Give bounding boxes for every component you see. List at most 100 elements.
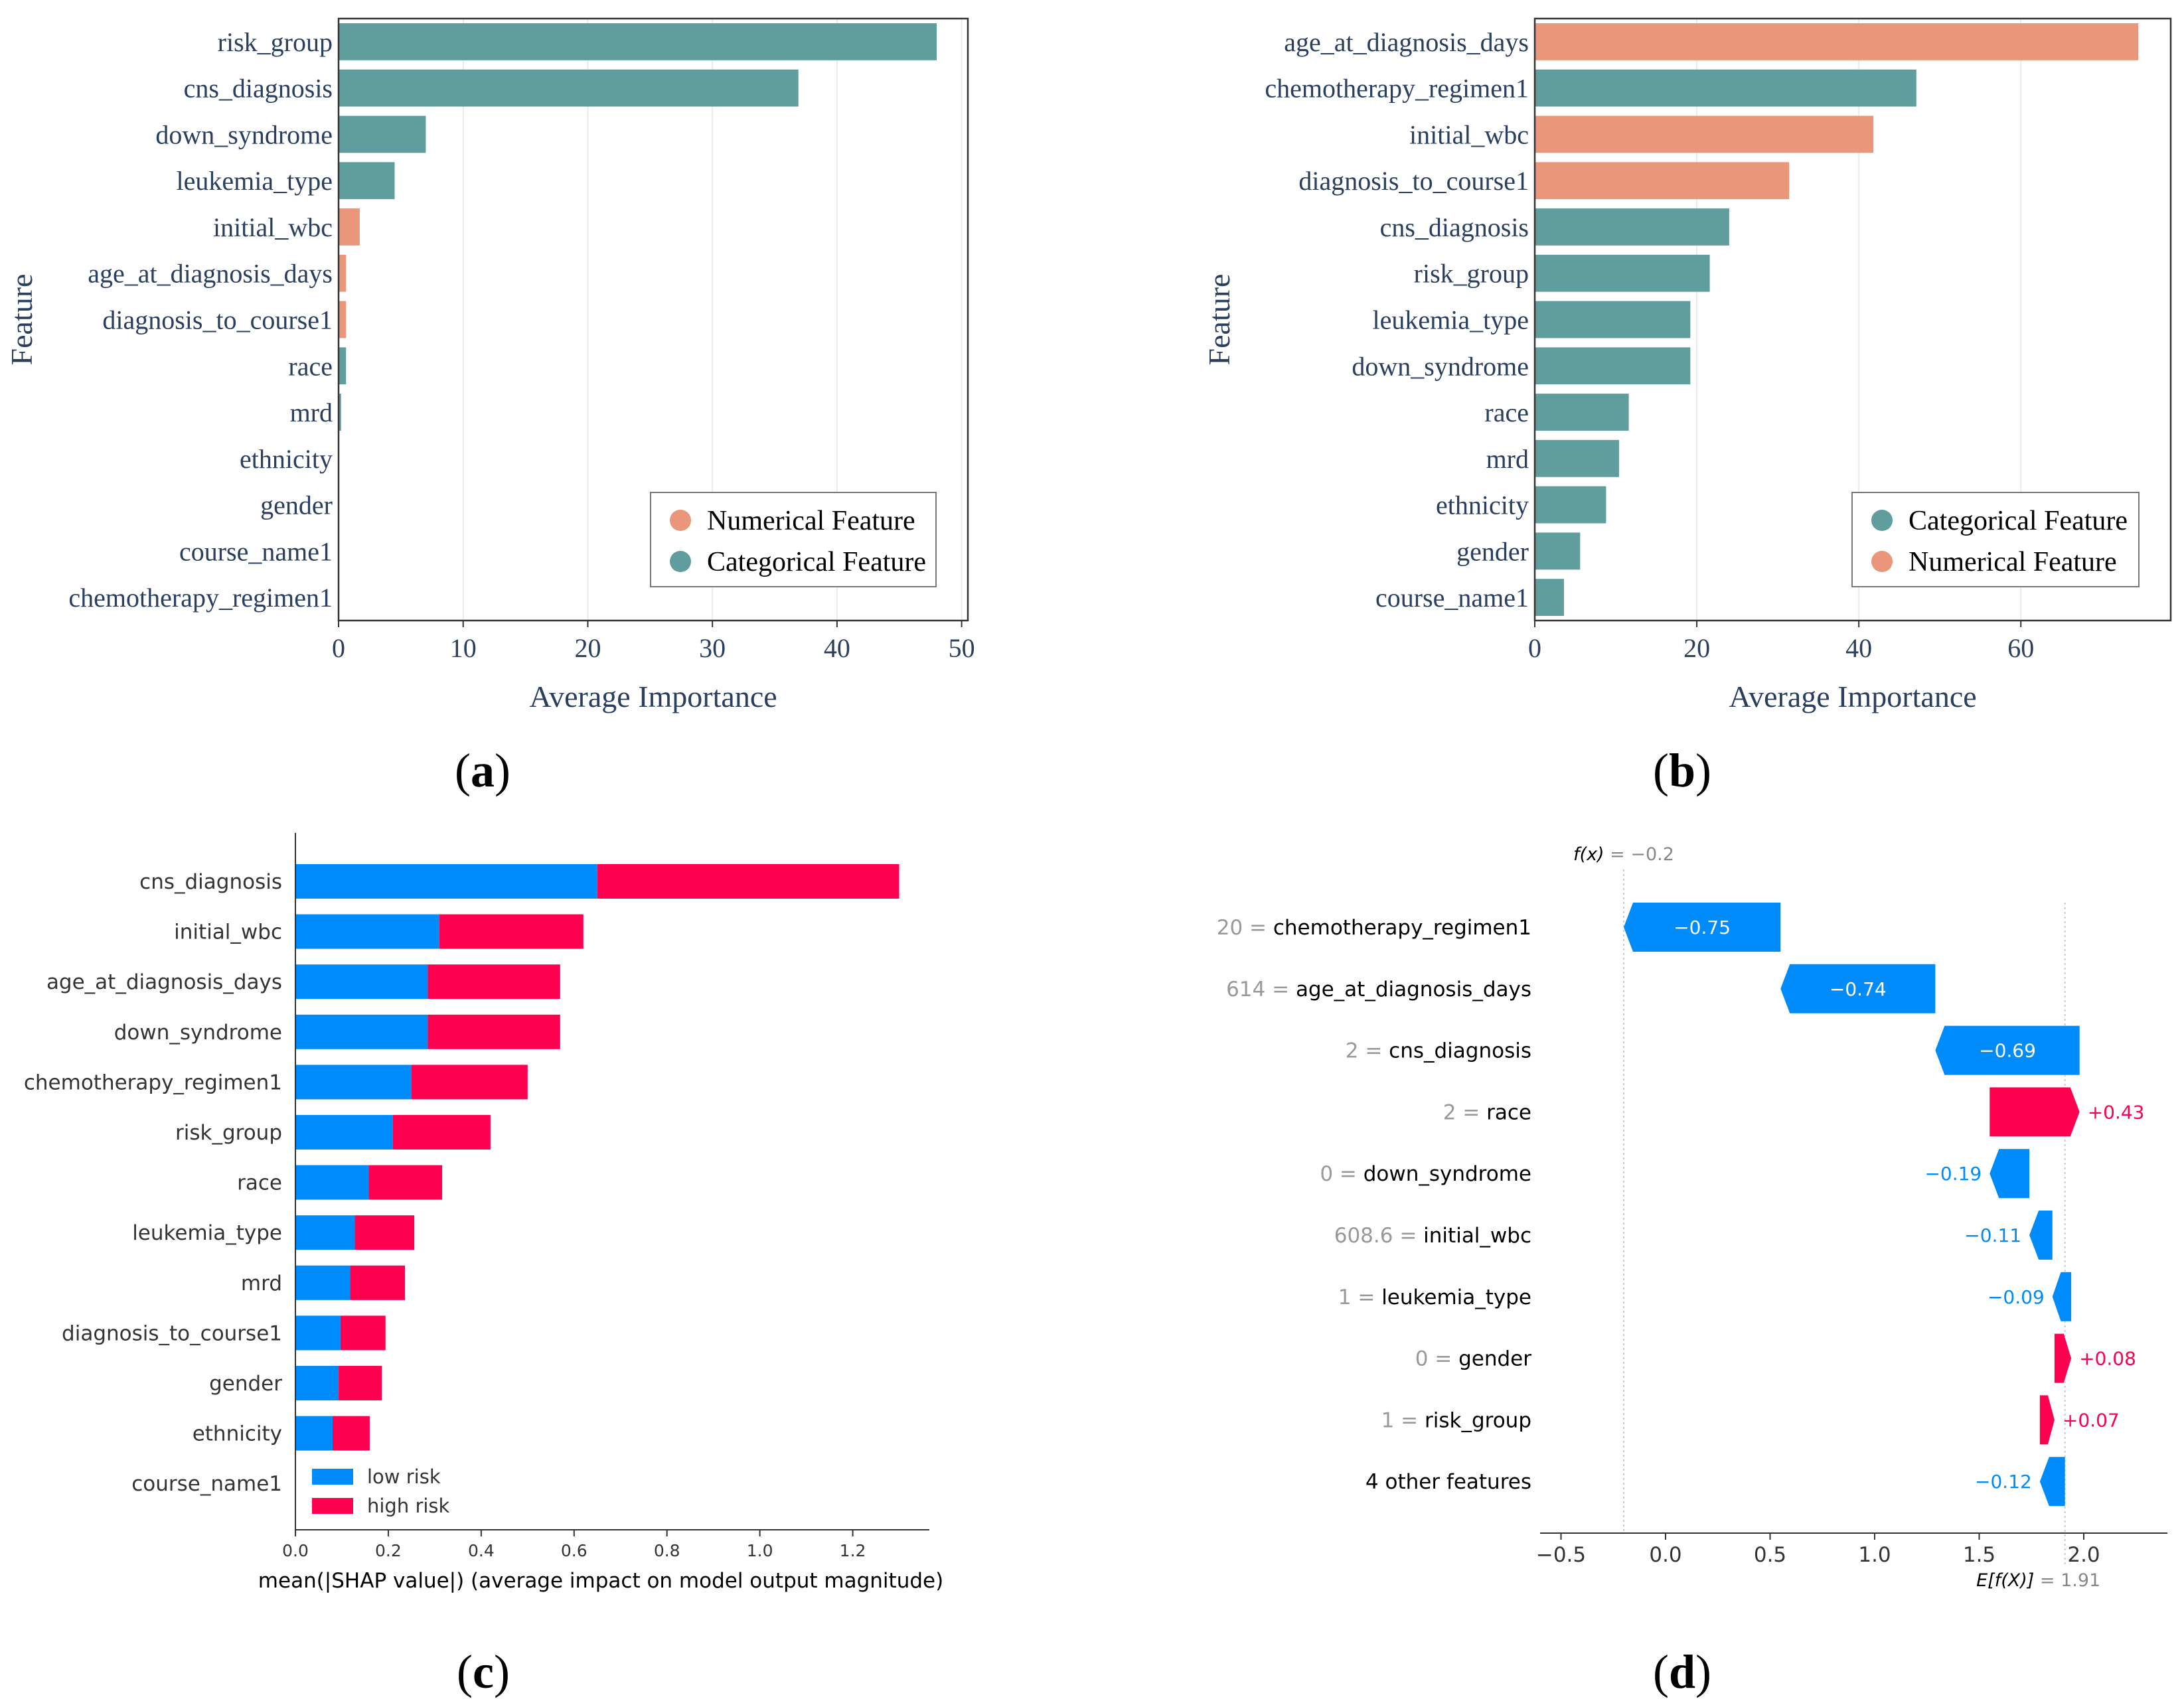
y-tick-label: mrd — [241, 1272, 282, 1296]
bar-high-risk — [439, 914, 584, 949]
feature-row-label: 2 = cns_diagnosis — [1346, 1039, 1531, 1063]
bar — [1535, 347, 1691, 385]
bar-high-risk — [597, 864, 899, 899]
bar-low-risk — [295, 964, 428, 1000]
y-tick-label: ethnicity — [1436, 490, 1529, 520]
waterfall-value-label: +0.08 — [2079, 1348, 2136, 1370]
bar-high-risk — [392, 1115, 491, 1150]
bar — [339, 394, 341, 431]
x-tick-label: 30 — [699, 633, 726, 663]
bar — [1535, 532, 1581, 570]
feature-row-label: 1 = risk_group — [1381, 1408, 1531, 1432]
feature-row-label: 20 = chemotherapy_regimen1 — [1217, 916, 1531, 940]
legend-marker-low-risk — [312, 1469, 353, 1485]
bar-low-risk — [295, 1315, 341, 1351]
feature-row-label: 4 other features — [1365, 1470, 1531, 1494]
waterfall-bar-negative — [1935, 1025, 2080, 1075]
x-tick-label: 0.5 — [1754, 1543, 1786, 1567]
x-tick-label: 50 — [949, 633, 975, 663]
x-tick-label: 20 — [574, 633, 601, 663]
legend-marker — [670, 551, 691, 572]
y-tick-label: gender — [1456, 536, 1529, 566]
caption-a: (a) — [455, 744, 510, 797]
feature-row-label: 2 = race — [1443, 1100, 1531, 1124]
waterfall-value-label: −0.09 — [1988, 1286, 2045, 1308]
caption-d: (d) — [1653, 1645, 1712, 1698]
bar — [339, 162, 395, 200]
y-tick-label: age_at_diagnosis_days — [46, 970, 282, 994]
waterfall-value-label: +0.07 — [2063, 1409, 2120, 1431]
x-tick-label: 0.8 — [654, 1541, 680, 1560]
bar-high-risk — [350, 1265, 406, 1300]
y-tick-label: chemotherapy_regimen1 — [68, 583, 333, 613]
legend-label: Numerical Feature — [1909, 547, 2117, 577]
y-tick-label: course_name1 — [131, 1472, 282, 1496]
legend-label: Categorical Feature — [1909, 506, 2128, 536]
waterfall-value-label: +0.43 — [2088, 1101, 2145, 1123]
bar-high-risk — [428, 1014, 560, 1049]
bar — [1535, 69, 1916, 107]
legend-label-low-risk: low risk — [367, 1465, 441, 1488]
x-tick-label: 1.0 — [1858, 1543, 1891, 1567]
bar-high-risk — [340, 1315, 386, 1351]
y-tick-label: initial_wbc — [213, 212, 333, 242]
feature-row-label: 0 = down_syndrome — [1320, 1162, 1531, 1186]
waterfall-value-label: −0.74 — [1830, 978, 1887, 1000]
y-tick-label: down_syndrome — [1352, 351, 1529, 381]
y-tick-label: age_at_diagnosis_days — [88, 259, 333, 289]
bar-low-risk — [295, 1014, 428, 1049]
bar-high-risk — [368, 1165, 443, 1200]
y-tick-label: race — [1484, 398, 1529, 427]
feature-row-label: 1 = leukemia_type — [1338, 1286, 1531, 1309]
bar — [1535, 254, 1710, 292]
plot-frame — [1533, 17, 2172, 622]
bar-low-risk — [295, 914, 439, 949]
bar — [1535, 579, 1564, 617]
x-tick-label: 0 — [332, 633, 345, 663]
x-tick-label: 0.6 — [561, 1541, 587, 1560]
y-tick-label: age_at_diagnosis_days — [1284, 27, 1529, 57]
fx-label: f(x) = −0.2 — [1573, 844, 1674, 865]
bar-low-risk — [295, 1215, 355, 1250]
bar — [339, 254, 347, 292]
legend-label: Categorical Feature — [707, 547, 926, 577]
x-tick-label: 1.0 — [747, 1541, 773, 1560]
y-axis-title: Feature — [5, 274, 39, 366]
bar — [1535, 394, 1629, 431]
legend-box — [1851, 492, 2140, 587]
y-tick-label: risk_group — [1414, 259, 1529, 289]
x-tick-label: 60 — [2007, 633, 2034, 663]
feature-row-label: 0 = gender — [1415, 1347, 1532, 1371]
waterfall-bar-negative — [1624, 903, 1781, 952]
bar-low-risk — [295, 1416, 333, 1451]
bar-high-risk — [428, 964, 560, 1000]
y-tick-label: chemotherapy_regimen1 — [1265, 74, 1529, 104]
bar-high-risk — [411, 1065, 528, 1100]
y-tick-label: down_syndrome — [114, 1021, 282, 1045]
bar-low-risk — [295, 1065, 412, 1100]
waterfall-bar-negative — [1989, 1149, 2030, 1199]
y-tick-label: cns_diagnosis — [184, 74, 333, 104]
x-tick-label: 1.2 — [840, 1541, 866, 1560]
x-tick-label: 0 — [1528, 633, 1541, 663]
bar — [1535, 486, 1606, 524]
legend-label: Numerical Feature — [707, 506, 915, 536]
y-tick-label: diagnosis_to_course1 — [1298, 166, 1529, 196]
waterfall-bar-positive — [2054, 1333, 2072, 1383]
y-tick-label: risk_group — [175, 1121, 282, 1145]
y-tick-label: leukemia_type — [1373, 305, 1529, 335]
y-tick-label: diagnosis_to_course1 — [62, 1321, 282, 1345]
x-tick-label: 10 — [450, 633, 477, 663]
y-tick-label: down_syndrome — [155, 119, 333, 149]
bar-high-risk — [332, 1416, 370, 1451]
bar — [1535, 208, 1729, 246]
bar-low-risk — [295, 864, 597, 899]
legend-box — [650, 492, 937, 587]
y-tick-label: race — [237, 1171, 282, 1195]
y-tick-label: gender — [209, 1372, 282, 1396]
y-tick-label: gender — [260, 490, 333, 520]
